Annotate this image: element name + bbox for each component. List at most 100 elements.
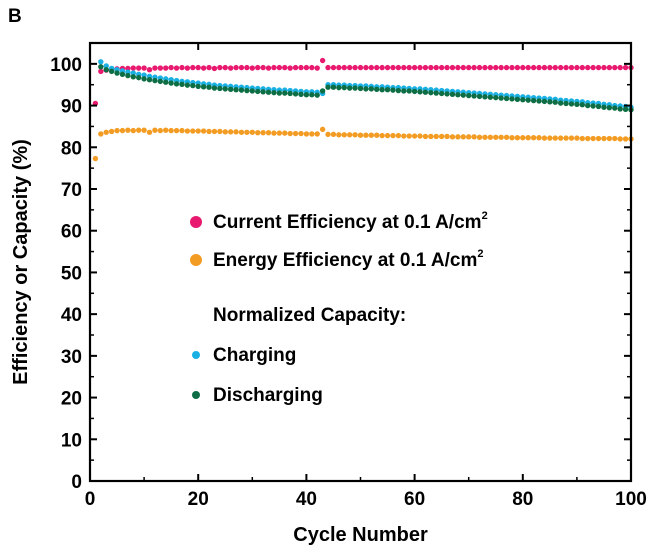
point-current	[184, 65, 191, 71]
point-energy	[271, 130, 277, 136]
point-energy	[606, 135, 613, 142]
point-energy	[352, 132, 358, 138]
point-energy	[152, 127, 158, 133]
point-energy	[444, 133, 450, 140]
point-energy	[303, 131, 310, 137]
point-energy	[390, 132, 396, 139]
point-energy	[276, 130, 283, 136]
point-current	[471, 64, 477, 71]
point-current	[292, 64, 299, 71]
point-current	[260, 64, 266, 71]
point-current	[379, 64, 385, 71]
point-current	[395, 64, 402, 71]
point-energy	[590, 135, 596, 142]
point-discharging	[282, 90, 288, 96]
point-current	[444, 64, 450, 71]
y-tick-label: 80	[61, 138, 82, 159]
y-tick-label: 60	[61, 222, 82, 243]
point-discharging	[390, 87, 396, 93]
point-energy	[449, 134, 456, 140]
point-energy	[211, 128, 218, 135]
point-discharging	[103, 66, 109, 73]
point-energy	[125, 127, 131, 133]
point-discharging	[303, 92, 310, 98]
point-discharging	[444, 91, 450, 97]
point-current	[211, 65, 218, 72]
point-discharging	[563, 100, 569, 107]
point-discharging	[509, 96, 515, 102]
point-energy	[552, 135, 558, 141]
point-current	[493, 64, 499, 71]
point-energy	[98, 131, 104, 137]
point-energy	[292, 130, 299, 137]
point-current	[595, 64, 602, 71]
point-current	[601, 64, 607, 71]
point-discharging	[217, 85, 223, 92]
point-current	[406, 64, 412, 71]
point-discharging	[141, 76, 147, 82]
panel-label: B	[8, 6, 22, 27]
point-energy	[406, 133, 412, 139]
point-energy	[622, 136, 629, 142]
point-energy	[119, 127, 126, 134]
point-current	[309, 64, 315, 71]
point-discharging	[601, 104, 607, 110]
point-current	[482, 64, 488, 71]
point-discharging	[585, 102, 591, 109]
point-energy	[108, 128, 115, 135]
point-discharging	[438, 90, 445, 97]
x-tick-label: 100	[615, 489, 647, 510]
point-discharging	[357, 85, 364, 92]
point-discharging	[119, 71, 126, 77]
point-energy	[157, 127, 164, 134]
point-energy	[309, 131, 315, 137]
point-current	[227, 65, 234, 71]
point-discharging	[222, 86, 228, 92]
point-energy	[190, 128, 196, 134]
point-discharging	[395, 87, 402, 94]
point-current	[374, 64, 380, 71]
point-discharging	[368, 86, 375, 92]
point-discharging	[163, 79, 169, 85]
point-energy	[141, 127, 147, 133]
point-discharging	[244, 87, 250, 94]
point-energy	[579, 135, 586, 142]
point-current	[244, 64, 250, 71]
x-tick-label: 40	[296, 489, 317, 510]
point-discharging	[352, 85, 358, 91]
point-energy	[255, 129, 261, 136]
point-discharging	[476, 93, 483, 100]
point-energy	[168, 127, 174, 134]
point-discharging	[460, 92, 466, 98]
point-energy	[298, 130, 304, 137]
x-tick-label: 80	[512, 489, 533, 510]
point-discharging	[422, 89, 429, 95]
point-discharging	[287, 90, 293, 97]
point-discharging	[547, 99, 553, 105]
point-current	[557, 64, 564, 71]
point-current	[238, 64, 245, 71]
point-current	[217, 64, 223, 71]
point-current	[319, 57, 326, 64]
point-current	[541, 64, 548, 71]
point-energy	[244, 129, 250, 135]
point-current	[520, 64, 526, 71]
point-current	[352, 64, 358, 71]
point-energy	[514, 134, 521, 141]
point-current	[265, 65, 272, 71]
point-discharging	[482, 94, 488, 100]
point-current	[179, 64, 185, 71]
point-energy	[438, 133, 445, 140]
point-discharging	[530, 97, 537, 104]
point-discharging	[298, 91, 304, 98]
point-current	[460, 64, 466, 71]
point-energy	[525, 134, 531, 141]
point-discharging	[325, 84, 331, 90]
point-discharging	[541, 98, 548, 105]
y-tick-label: 90	[61, 97, 82, 118]
legend: Current Efficiency at 0.1 A/cm2 Energy E…	[190, 210, 488, 406]
point-current	[363, 64, 369, 71]
point-current	[585, 64, 591, 71]
point-energy	[184, 128, 191, 134]
point-discharging	[379, 87, 385, 93]
